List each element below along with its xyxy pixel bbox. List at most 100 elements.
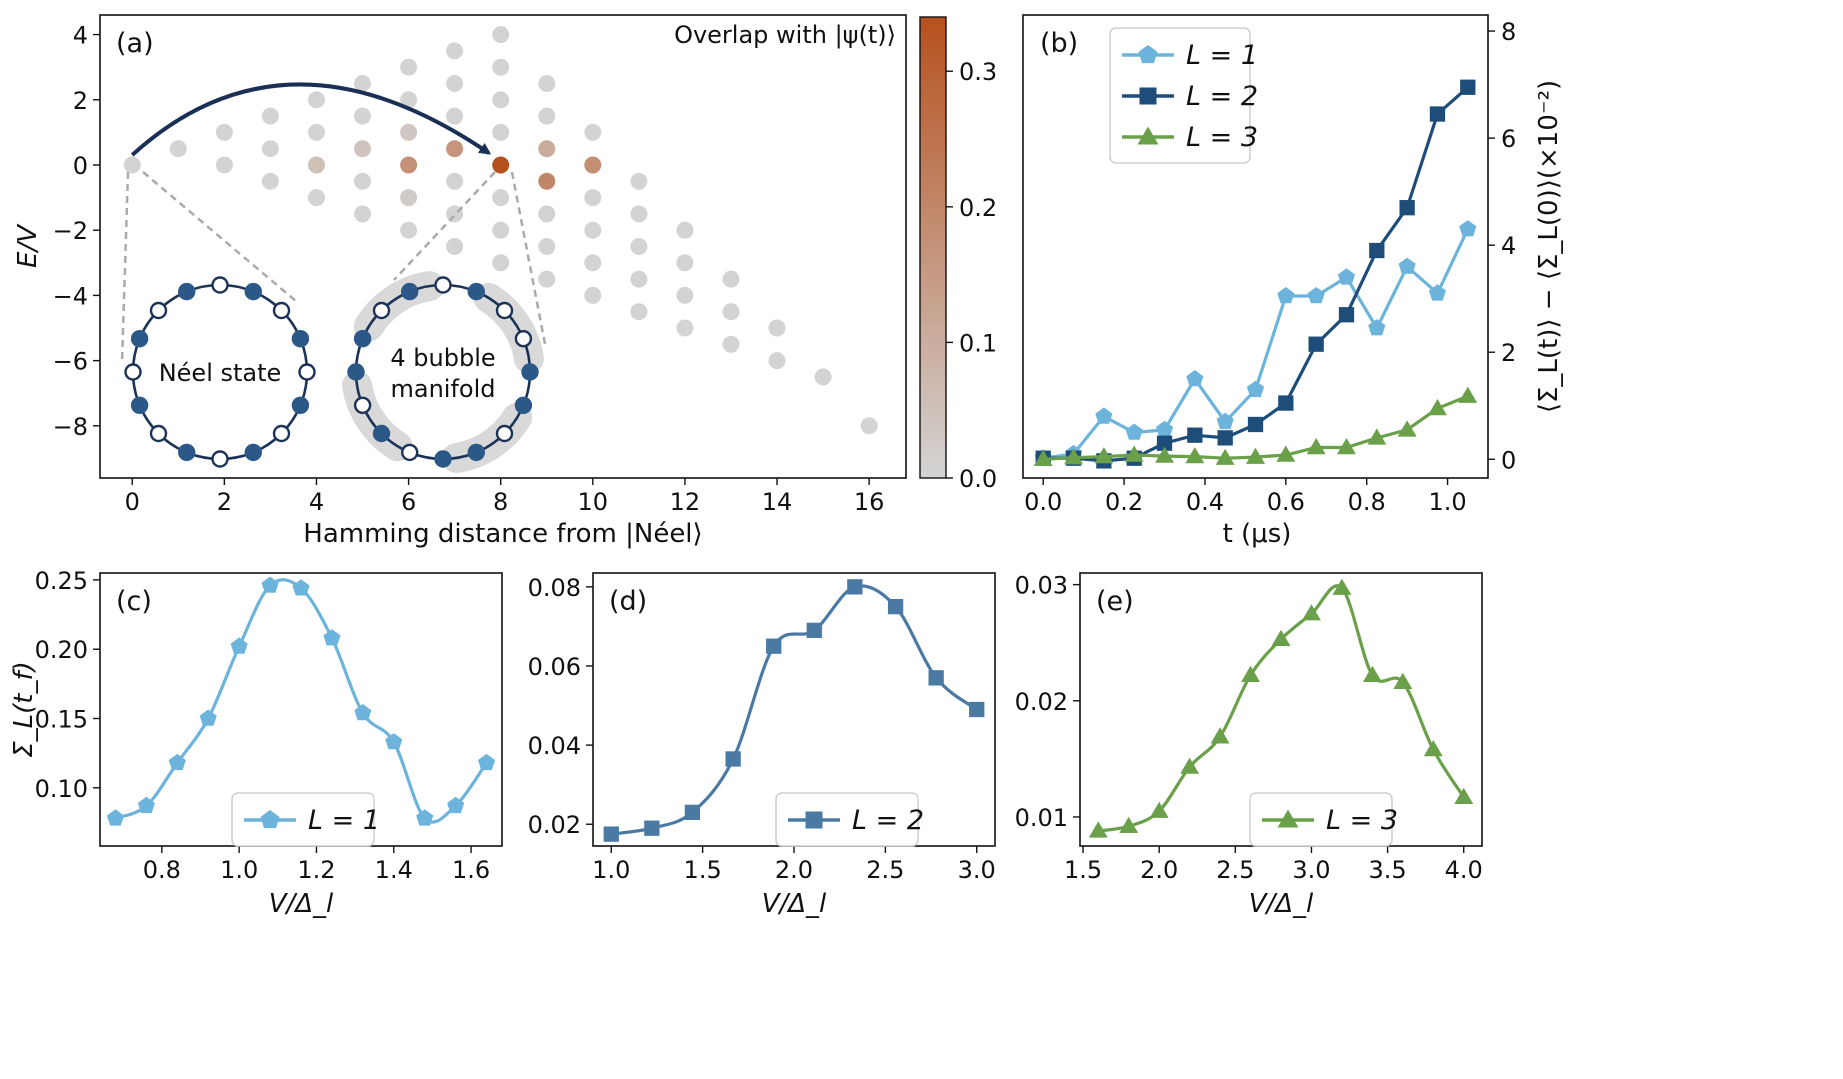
legend-marker <box>1138 45 1158 64</box>
colorbar-segment <box>920 347 946 356</box>
data-point <box>385 733 403 750</box>
y-tick-label: −4 <box>53 282 88 310</box>
state-point <box>722 335 740 353</box>
data-point <box>168 753 186 771</box>
data-point <box>1187 427 1203 443</box>
series-curve <box>114 578 488 824</box>
state-point <box>261 140 279 158</box>
data-point <box>806 622 822 639</box>
state-point <box>538 140 556 158</box>
data-point <box>1337 438 1356 455</box>
colorbar-segment <box>920 70 946 80</box>
y-tick-label: 4 <box>1501 232 1516 260</box>
data-point <box>1156 420 1174 438</box>
x-tick-label: 6 <box>401 488 416 516</box>
atom-site <box>372 301 391 320</box>
atom-site <box>467 443 485 462</box>
data-point <box>1332 578 1352 595</box>
state-point <box>860 417 878 435</box>
colorbar-tick-label: 0.1 <box>959 329 997 357</box>
colorbar-segment <box>920 147 946 156</box>
state-point <box>354 205 371 223</box>
y-axis-label: Σ_L(t_f) <box>9 661 39 758</box>
state-point <box>630 238 648 255</box>
state-point <box>676 319 694 337</box>
data-point <box>1362 665 1382 682</box>
data-point <box>1064 448 1083 465</box>
x-tick-label: 4 <box>309 488 324 516</box>
connector-line <box>510 171 547 345</box>
state-point <box>492 91 510 109</box>
colorbar-segment <box>920 424 946 433</box>
colorbar-segment <box>920 285 946 295</box>
y-tick-label: 0 <box>1501 446 1516 474</box>
state-point <box>584 286 602 304</box>
atom-site <box>401 443 419 462</box>
legend-label: L = 1 <box>1186 40 1258 71</box>
panel-label: (b) <box>1040 28 1078 59</box>
y-tick-label: 6 <box>1501 125 1516 153</box>
atom-site <box>353 330 372 348</box>
x-axis-label: Hamming distance from |Néel⟩ <box>303 519 702 549</box>
colorbar-segment <box>920 247 946 256</box>
y-tick-label: 0.03 <box>1015 572 1068 600</box>
x-tick-label: 0.2 <box>1105 488 1143 516</box>
data-point <box>447 796 465 814</box>
data-point <box>1454 787 1474 804</box>
atom-site <box>149 424 168 443</box>
y-tick-label: 0.02 <box>1015 688 1068 716</box>
y-tick-label: 0.15 <box>35 706 88 734</box>
colorbar-segment <box>920 393 946 402</box>
x-tick-label: 3.0 <box>958 856 996 884</box>
data-point <box>1302 604 1321 621</box>
legend-marker <box>1139 87 1157 105</box>
colorbar-segment <box>920 132 946 141</box>
y-tick-label: −6 <box>53 348 88 376</box>
data-point <box>644 820 660 836</box>
y-axis-label: E/V <box>13 223 43 268</box>
state-point <box>492 189 510 207</box>
state-point <box>354 107 371 125</box>
panel-label: (c) <box>116 586 152 617</box>
state-point <box>722 303 740 321</box>
state-point <box>400 189 418 207</box>
data-point <box>1185 447 1205 464</box>
data-point <box>1278 395 1294 411</box>
colorbar-segment <box>920 370 946 379</box>
colorbar-segment <box>920 47 946 57</box>
x-tick-label: 2 <box>217 488 232 516</box>
data-point <box>766 638 782 654</box>
legend-box <box>1249 792 1393 847</box>
data-point <box>416 809 434 826</box>
data-point <box>1210 727 1230 744</box>
data-point <box>1369 242 1385 259</box>
data-point <box>1338 307 1355 323</box>
colorbar-frame <box>919 16 947 479</box>
colorbar-segment <box>920 408 946 418</box>
colorbar-segment <box>920 201 946 210</box>
data-point <box>847 579 863 595</box>
colorbar-segment <box>920 401 946 410</box>
data-point <box>1246 380 1265 397</box>
y-tick-label: 0 <box>73 152 88 180</box>
atom-site <box>177 443 196 462</box>
data-point <box>1367 428 1387 445</box>
colorbar-segment <box>920 86 946 95</box>
state-point <box>538 238 556 255</box>
axes-frame <box>1022 14 1489 479</box>
data-point <box>1423 740 1443 757</box>
colorbar-segment <box>920 447 946 456</box>
colorbar-segment <box>920 170 946 179</box>
atom-site <box>211 450 229 468</box>
x-tick-label: 14 <box>762 488 793 516</box>
y-tick-label: −2 <box>53 217 88 245</box>
bubble-ring <box>342 271 544 473</box>
x-tick-label: 2.0 <box>775 856 813 884</box>
y-tick-label: −8 <box>53 413 88 441</box>
colorbar-segment <box>920 378 946 387</box>
x-tick-label: 12 <box>670 488 701 516</box>
legend-label: L = 3 <box>1326 805 1398 836</box>
atom-site <box>514 330 533 348</box>
data-point <box>1180 757 1200 774</box>
x-tick-label: 1.0 <box>1428 488 1466 516</box>
